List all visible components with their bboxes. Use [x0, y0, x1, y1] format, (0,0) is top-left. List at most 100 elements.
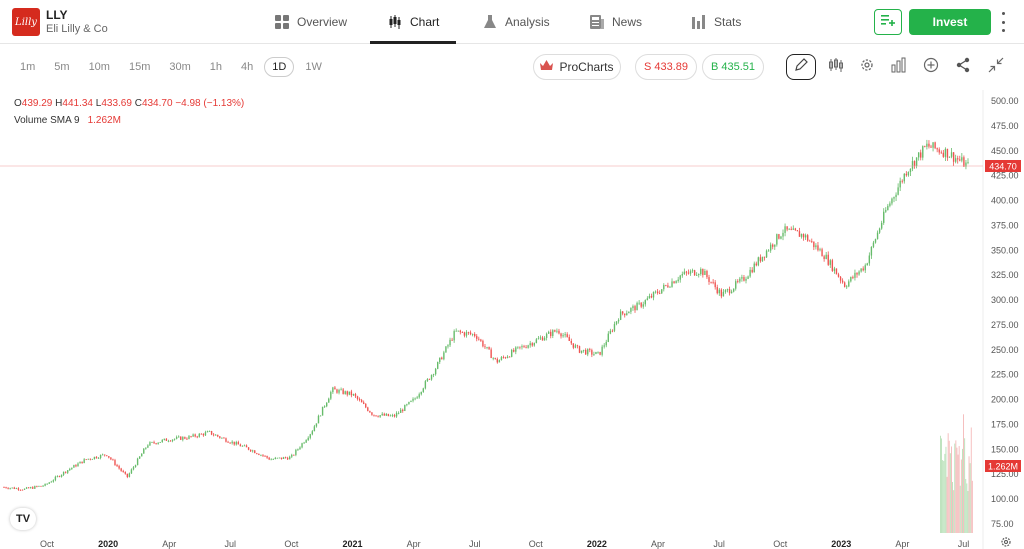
candle-body: [340, 389, 342, 391]
candle-body: [196, 436, 198, 438]
candle-body: [188, 436, 190, 439]
candle-body: [408, 401, 410, 405]
candle-body: [350, 391, 353, 396]
timeframe-4h[interactable]: 4h: [241, 61, 254, 73]
timeframe-10m[interactable]: 10m: [88, 61, 110, 73]
candle-body: [418, 394, 420, 398]
timeframe-1w[interactable]: 1W: [305, 61, 322, 73]
y-tick-label: 275.00: [991, 320, 1019, 330]
candle-body: [580, 350, 583, 353]
candle-body: [262, 454, 264, 456]
tab-label: News: [612, 15, 643, 29]
tab-label: Overview: [297, 15, 348, 29]
volume-bar: [954, 443, 956, 533]
timeframe-1h[interactable]: 1h: [209, 61, 223, 73]
candle-body: [434, 368, 437, 375]
candle-body: [258, 453, 260, 456]
volume-legend: Volume SMA 9 1.262M: [14, 115, 121, 126]
tab-stats[interactable]: Stats: [692, 0, 741, 44]
draw-tool-button[interactable]: [786, 54, 816, 80]
volume-bar: [947, 433, 949, 533]
volume-bars: [940, 414, 973, 533]
price-chart[interactable]: 500.00 475.00 450.00 425.00 400.00 375.00 350.…: [0, 90, 1024, 549]
candle-body: [25, 487, 28, 489]
add-watchlist-button[interactable]: [874, 9, 902, 35]
candle-body: [498, 360, 501, 363]
candle-body: [940, 152, 942, 154]
candle-body: [558, 330, 560, 334]
candle-body: [560, 333, 562, 337]
candle-body: [130, 469, 133, 474]
timeframe-1d[interactable]: 1D: [264, 57, 295, 77]
candle-body: [792, 228, 794, 230]
tab-chart[interactable]: Chart: [388, 0, 439, 44]
close-value: 434.70: [141, 98, 173, 109]
candle-body: [85, 459, 87, 461]
timeframe-1m[interactable]: 1m: [20, 61, 36, 73]
candle-body: [936, 148, 938, 150]
tradingview-logo[interactable]: TV: [10, 508, 36, 530]
candle-body: [938, 149, 940, 153]
candle-body: [843, 282, 846, 287]
timeframe-5m[interactable]: 5m: [54, 61, 70, 73]
volume-bar: [970, 427, 972, 533]
sell-button[interactable]: S 433.89: [635, 54, 697, 80]
volume-bar: [953, 490, 955, 533]
candle-body: [885, 210, 887, 212]
candle-body: [391, 415, 394, 416]
candle-body: [373, 414, 375, 416]
candle-body: [17, 488, 20, 490]
company-logo[interactable]: Lilly: [12, 8, 40, 36]
header: Lilly LLY Eli Lilly & Co Overview Chart …: [0, 0, 1024, 44]
candle-body: [194, 434, 196, 437]
candle-body: [478, 338, 480, 340]
procharts-button[interactable]: ProCharts: [533, 54, 621, 80]
candle-body: [704, 270, 706, 276]
more-vertical-icon[interactable]: [998, 12, 1008, 32]
candle-body: [765, 250, 768, 258]
share-button[interactable]: [952, 56, 974, 78]
candle-body: [414, 398, 416, 400]
axis-settings-gear-icon[interactable]: [1000, 535, 1012, 549]
candle-body: [163, 438, 166, 440]
candle-body: [584, 349, 587, 355]
candle-body: [527, 345, 529, 348]
candle-body: [93, 456, 96, 460]
collapse-button[interactable]: [985, 56, 1007, 78]
candle-body: [430, 374, 433, 380]
candle-body: [369, 410, 371, 413]
candle-body: [303, 442, 305, 444]
candle-body: [190, 436, 192, 437]
candle-body: [903, 173, 905, 182]
candle-body: [767, 250, 770, 252]
candle-body: [395, 412, 398, 417]
timeframe-15m[interactable]: 15m: [128, 61, 151, 73]
candle-body: [500, 357, 503, 361]
invest-button[interactable]: Invest: [909, 9, 991, 35]
candle-body: [217, 434, 219, 437]
candle-body: [5, 487, 7, 489]
chart-type-button[interactable]: [888, 56, 910, 78]
candle-body: [496, 358, 499, 363]
tab-news[interactable]: News: [590, 0, 642, 44]
indicators-button[interactable]: [825, 56, 847, 78]
candle-body: [132, 467, 135, 470]
candle-body: [714, 282, 716, 288]
timeframe-30m[interactable]: 30m: [169, 61, 191, 73]
candle-body: [568, 337, 570, 341]
candle-body: [833, 268, 836, 271]
low-value: 433.69: [101, 98, 132, 109]
candle-body: [344, 391, 346, 394]
candle-body: [961, 157, 963, 161]
candle-body: [946, 148, 949, 158]
candle-body: [175, 437, 178, 439]
tab-analysis[interactable]: Analysis: [483, 0, 550, 44]
buy-button[interactable]: B 435.51: [702, 54, 764, 80]
candle-body: [184, 437, 186, 439]
tab-overview[interactable]: Overview: [275, 0, 347, 44]
add-indicator-button[interactable]: [920, 56, 942, 78]
volume-bar: [969, 463, 971, 533]
candle-body: [718, 289, 720, 294]
x-tick-label: 2023: [831, 539, 851, 549]
chart-settings-button[interactable]: [856, 56, 878, 78]
